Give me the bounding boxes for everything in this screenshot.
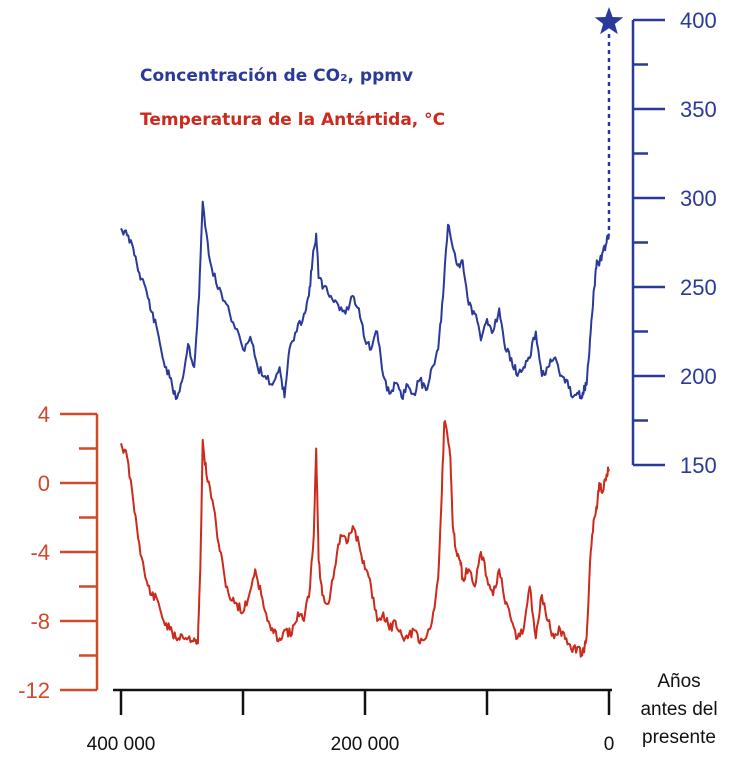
temperature-tick-label: -8 bbox=[30, 609, 50, 634]
x-axis-label-line: presente bbox=[642, 727, 716, 748]
star-icon bbox=[594, 7, 624, 35]
temperature-tick-label: -12 bbox=[18, 678, 50, 703]
co2-tick-label: 300 bbox=[680, 186, 717, 211]
series-temperature-line bbox=[120, 420, 610, 658]
x-axis: 400 000 200 000 0 Años antes del presente bbox=[87, 671, 718, 755]
temperature-tick-label: -4 bbox=[30, 540, 50, 565]
x-tick-label: 200 000 bbox=[331, 734, 400, 755]
co2-tick-label: 400 bbox=[680, 8, 717, 33]
x-axis-label-line: antes del bbox=[640, 699, 717, 720]
co2-axis: 150 200 250 300 350 400 bbox=[631, 8, 717, 478]
x-tick-label: 400 000 bbox=[87, 734, 156, 755]
marker-layer bbox=[594, 7, 624, 234]
temperature-axis: -12 -8 -4 0 4 bbox=[18, 402, 99, 703]
x-axis-label-line: Años bbox=[657, 671, 700, 692]
co2-tick-label: 200 bbox=[680, 364, 717, 389]
co2-tick-label: 350 bbox=[680, 97, 717, 122]
legend-co2: Concentración de CO₂, ppmv bbox=[140, 66, 414, 86]
temperature-tick-label: 0 bbox=[38, 471, 50, 496]
temperature-tick-label: 4 bbox=[38, 402, 50, 427]
co2-tick-label: 250 bbox=[680, 275, 717, 300]
legend-temperature: Temperatura de la Antártida, °C bbox=[140, 110, 446, 130]
series-co2-line bbox=[120, 200, 610, 401]
co2-tick-label: 150 bbox=[680, 453, 717, 478]
x-tick-label: 0 bbox=[604, 734, 615, 755]
series-layer bbox=[120, 200, 610, 658]
